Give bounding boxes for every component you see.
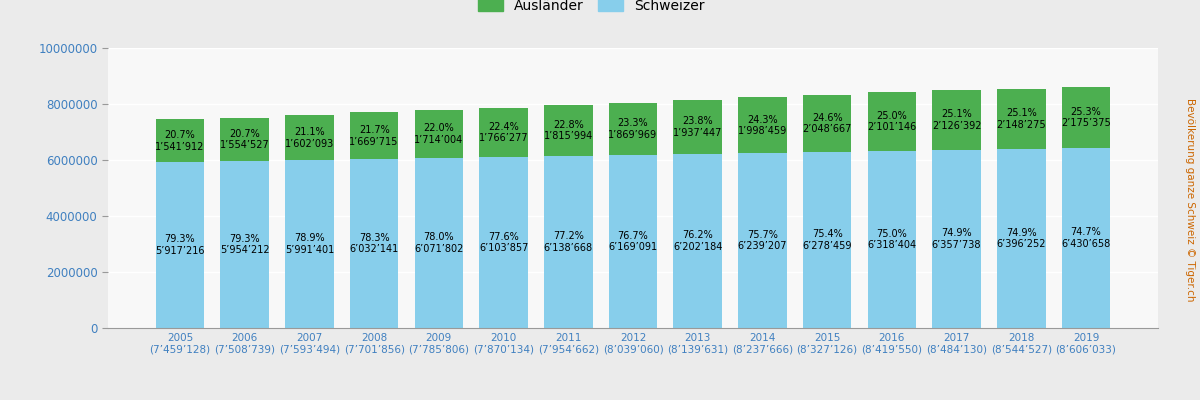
Bar — [221, 161, 269, 328]
Bar — [1062, 87, 1110, 148]
Text: 20.7%
1’541’912: 20.7% 1’541’912 — [155, 130, 205, 152]
Bar — [544, 156, 593, 328]
Bar — [544, 105, 593, 156]
Bar — [479, 108, 528, 157]
Bar — [997, 89, 1045, 149]
Bar — [286, 160, 334, 328]
Text: 74.9%
6’396’252: 74.9% 6’396’252 — [996, 228, 1046, 249]
Text: 77.2%
6’138’668: 77.2% 6’138’668 — [544, 231, 593, 253]
Bar — [608, 155, 658, 328]
Text: 74.7%
6’430’658: 74.7% 6’430’658 — [1061, 227, 1111, 249]
Bar — [156, 162, 204, 328]
Bar — [868, 92, 916, 151]
Bar — [803, 152, 852, 328]
Bar — [608, 103, 658, 155]
Text: 24.6%
2’048’667: 24.6% 2’048’667 — [803, 113, 852, 134]
Text: 74.9%
6’357’738: 74.9% 6’357’738 — [932, 228, 982, 250]
Bar — [414, 110, 463, 158]
Text: 25.0%
2’101’146: 25.0% 2’101’146 — [868, 111, 917, 132]
Text: 75.7%
6’239’207: 75.7% 6’239’207 — [738, 230, 787, 252]
Text: 22.4%
1’766’277: 22.4% 1’766’277 — [479, 122, 528, 143]
Legend: Ausländer, Schweizer: Ausländer, Schweizer — [473, 0, 709, 18]
Bar — [414, 158, 463, 328]
Bar — [1062, 148, 1110, 328]
Text: 78.9%
5’991’401: 78.9% 5’991’401 — [284, 233, 334, 255]
Text: 75.0%
6’318’404: 75.0% 6’318’404 — [868, 229, 917, 250]
Bar — [803, 95, 852, 152]
Bar — [673, 154, 722, 328]
Text: 21.1%
1’602’093: 21.1% 1’602’093 — [284, 127, 334, 149]
Text: 20.7%
1’554’527: 20.7% 1’554’527 — [220, 129, 270, 150]
Text: 76.2%
6’202’184: 76.2% 6’202’184 — [673, 230, 722, 252]
Text: 79.3%
5’917’216: 79.3% 5’917’216 — [155, 234, 205, 256]
Bar — [479, 157, 528, 328]
Text: 76.7%
6’169’091: 76.7% 6’169’091 — [608, 231, 658, 252]
Bar — [350, 159, 398, 328]
Bar — [156, 119, 204, 162]
Text: 75.4%
6’278’459: 75.4% 6’278’459 — [803, 229, 852, 251]
Bar — [868, 151, 916, 328]
Bar — [932, 150, 980, 328]
Text: 22.8%
1’815’994: 22.8% 1’815’994 — [544, 120, 593, 142]
Bar — [350, 112, 398, 159]
Text: 25.3%
2’175’375: 25.3% 2’175’375 — [1061, 107, 1111, 128]
Text: 79.3%
5’954’212: 79.3% 5’954’212 — [220, 234, 270, 256]
Text: 78.0%
6’071’802: 78.0% 6’071’802 — [414, 232, 463, 254]
Bar — [673, 100, 722, 154]
Bar — [221, 118, 269, 161]
Text: 23.8%
1’937’447: 23.8% 1’937’447 — [673, 116, 722, 138]
Text: 24.3%
1’998’459: 24.3% 1’998’459 — [738, 114, 787, 136]
Bar — [286, 115, 334, 160]
Text: 78.3%
6’032’141: 78.3% 6’032’141 — [349, 233, 398, 254]
Text: 21.7%
1’669’715: 21.7% 1’669’715 — [349, 125, 398, 146]
Bar — [932, 90, 980, 150]
Bar — [738, 97, 787, 153]
Text: 25.1%
2’148’275: 25.1% 2’148’275 — [996, 108, 1046, 130]
Text: 77.6%
6’103’857: 77.6% 6’103’857 — [479, 232, 528, 253]
Bar — [738, 153, 787, 328]
Bar — [997, 149, 1045, 328]
Text: Bevölkerung ganze Schweiz © Tiger.ch: Bevölkerung ganze Schweiz © Tiger.ch — [1186, 98, 1195, 302]
Text: 22.0%
1’714’004: 22.0% 1’714’004 — [414, 123, 463, 145]
Text: 23.3%
1’869’969: 23.3% 1’869’969 — [608, 118, 658, 140]
Text: 25.1%
2’126’392: 25.1% 2’126’392 — [932, 110, 982, 131]
